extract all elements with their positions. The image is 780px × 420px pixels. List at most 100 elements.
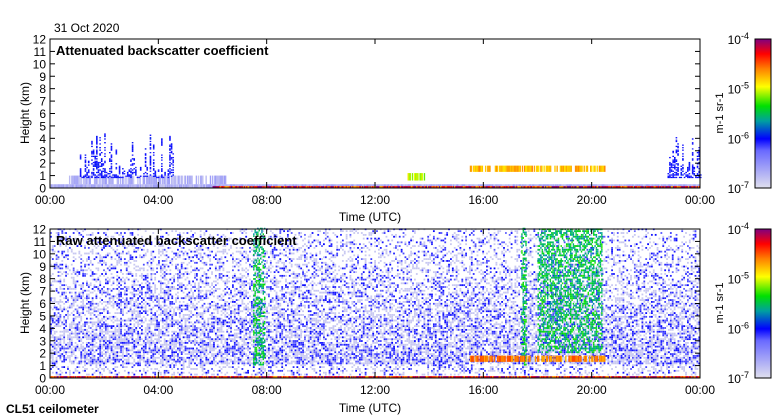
heatmap-cell (105, 184, 107, 188)
heatmap-cell (118, 355, 121, 357)
heatmap-cell (156, 287, 158, 290)
heatmap-cell (188, 248, 191, 251)
heatmap-cell (161, 306, 164, 309)
heatmap-cell (165, 343, 168, 346)
heatmap-cell (171, 373, 174, 376)
heatmap-cell (130, 176, 132, 179)
heatmap-cell (184, 175, 187, 185)
heatmap-cell (118, 338, 121, 341)
heatmap-cell (99, 260, 102, 262)
heatmap-cell (93, 273, 96, 275)
heatmap-cell (63, 340, 66, 342)
heatmap-cell (207, 297, 210, 300)
heatmap-cell (536, 186, 538, 188)
heatmap-cell (133, 260, 136, 262)
heatmap-cell (70, 321, 73, 324)
heatmap-cell (85, 184, 88, 188)
heatmap-cell (165, 286, 168, 288)
heatmap-cell (106, 280, 109, 283)
heatmap-cell (141, 312, 143, 314)
heatmap-cell (156, 338, 158, 341)
heatmap-cell (696, 165, 699, 167)
heatmap-cell (82, 332, 85, 335)
heatmap-cell (99, 261, 102, 264)
heatmap-cell (677, 150, 679, 153)
heatmap-cell (99, 364, 102, 367)
heatmap-cell (120, 312, 122, 314)
heatmap-cell (118, 170, 121, 172)
heatmap-cell (91, 153, 93, 155)
heatmap-cell (95, 247, 98, 249)
heatmap-cell (375, 186, 377, 188)
heatmap-cell (120, 291, 122, 294)
heatmap-cell (112, 295, 115, 298)
heatmap-cell (131, 164, 134, 166)
heatmap-cell (171, 282, 174, 285)
heatmap-cell (122, 349, 124, 352)
heatmap-cell (137, 343, 140, 346)
heatmap-cell (109, 184, 111, 188)
heatmap-cell (194, 327, 196, 329)
heatmap-cell (449, 186, 452, 188)
heatmap-cell (146, 360, 149, 363)
heatmap-cell (150, 295, 153, 298)
heatmap-cell (209, 351, 212, 354)
heatmap-cell (99, 314, 102, 316)
heatmap-cell (110, 147, 113, 149)
heatmap-cell (80, 269, 83, 272)
heatmap-cell (184, 330, 187, 333)
heatmap-cell (651, 186, 653, 188)
heatmap-cell (340, 186, 342, 188)
heatmap-cell (186, 353, 189, 355)
heatmap-cell (96, 166, 98, 169)
heatmap-cell (137, 314, 140, 316)
heatmap-cell (141, 301, 143, 303)
heatmap-cell (295, 186, 298, 188)
heatmap-cell (669, 163, 671, 165)
heatmap-cell (78, 252, 81, 255)
heatmap-cell (63, 237, 66, 240)
heatmap-cell (550, 186, 552, 188)
heatmap-cell (442, 186, 444, 188)
heatmap-cell (51, 353, 54, 355)
heatmap-cell (171, 358, 174, 361)
heatmap-cell (101, 175, 103, 185)
heatmap-cell (135, 355, 138, 357)
heatmap-cell (698, 149, 700, 151)
heatmap-cell (82, 302, 85, 305)
heatmap-cell (167, 295, 170, 298)
heatmap-cell (131, 345, 134, 348)
heatmap-cell (141, 235, 143, 238)
heatmap-cell (141, 373, 143, 376)
heatmap-cell (103, 323, 105, 326)
heatmap-cell (108, 245, 111, 247)
heatmap-cell (131, 332, 134, 335)
heatmap-cell (72, 260, 75, 262)
heatmap-cell (142, 286, 145, 288)
heatmap-cell (133, 289, 136, 292)
heatmap-cell (679, 186, 681, 188)
heatmap-cell (127, 340, 130, 342)
heatmap-cell (87, 302, 90, 305)
heatmap-cell (112, 368, 115, 370)
heatmap-cell (116, 302, 119, 305)
heatmap-cell (687, 176, 689, 179)
heatmap-cell (84, 174, 87, 176)
heatmap-cell (129, 271, 132, 274)
heatmap-cell (110, 143, 113, 145)
heatmap-cell (607, 186, 610, 188)
heatmap-cell (70, 330, 73, 333)
heatmap-cell (195, 356, 198, 359)
heatmap-cell (63, 338, 66, 341)
heatmap-cell (116, 341, 119, 344)
heatmap-cell (53, 184, 55, 188)
heatmap-cell (61, 360, 64, 363)
heatmap-cell (98, 184, 101, 188)
heatmap-cell (680, 165, 683, 167)
heatmap-cell (548, 186, 550, 188)
heatmap-cell (55, 330, 58, 333)
heatmap-cell (160, 184, 162, 188)
heatmap-cell (531, 165, 533, 172)
heatmap-cell (175, 230, 177, 233)
heatmap-cell (167, 355, 170, 357)
